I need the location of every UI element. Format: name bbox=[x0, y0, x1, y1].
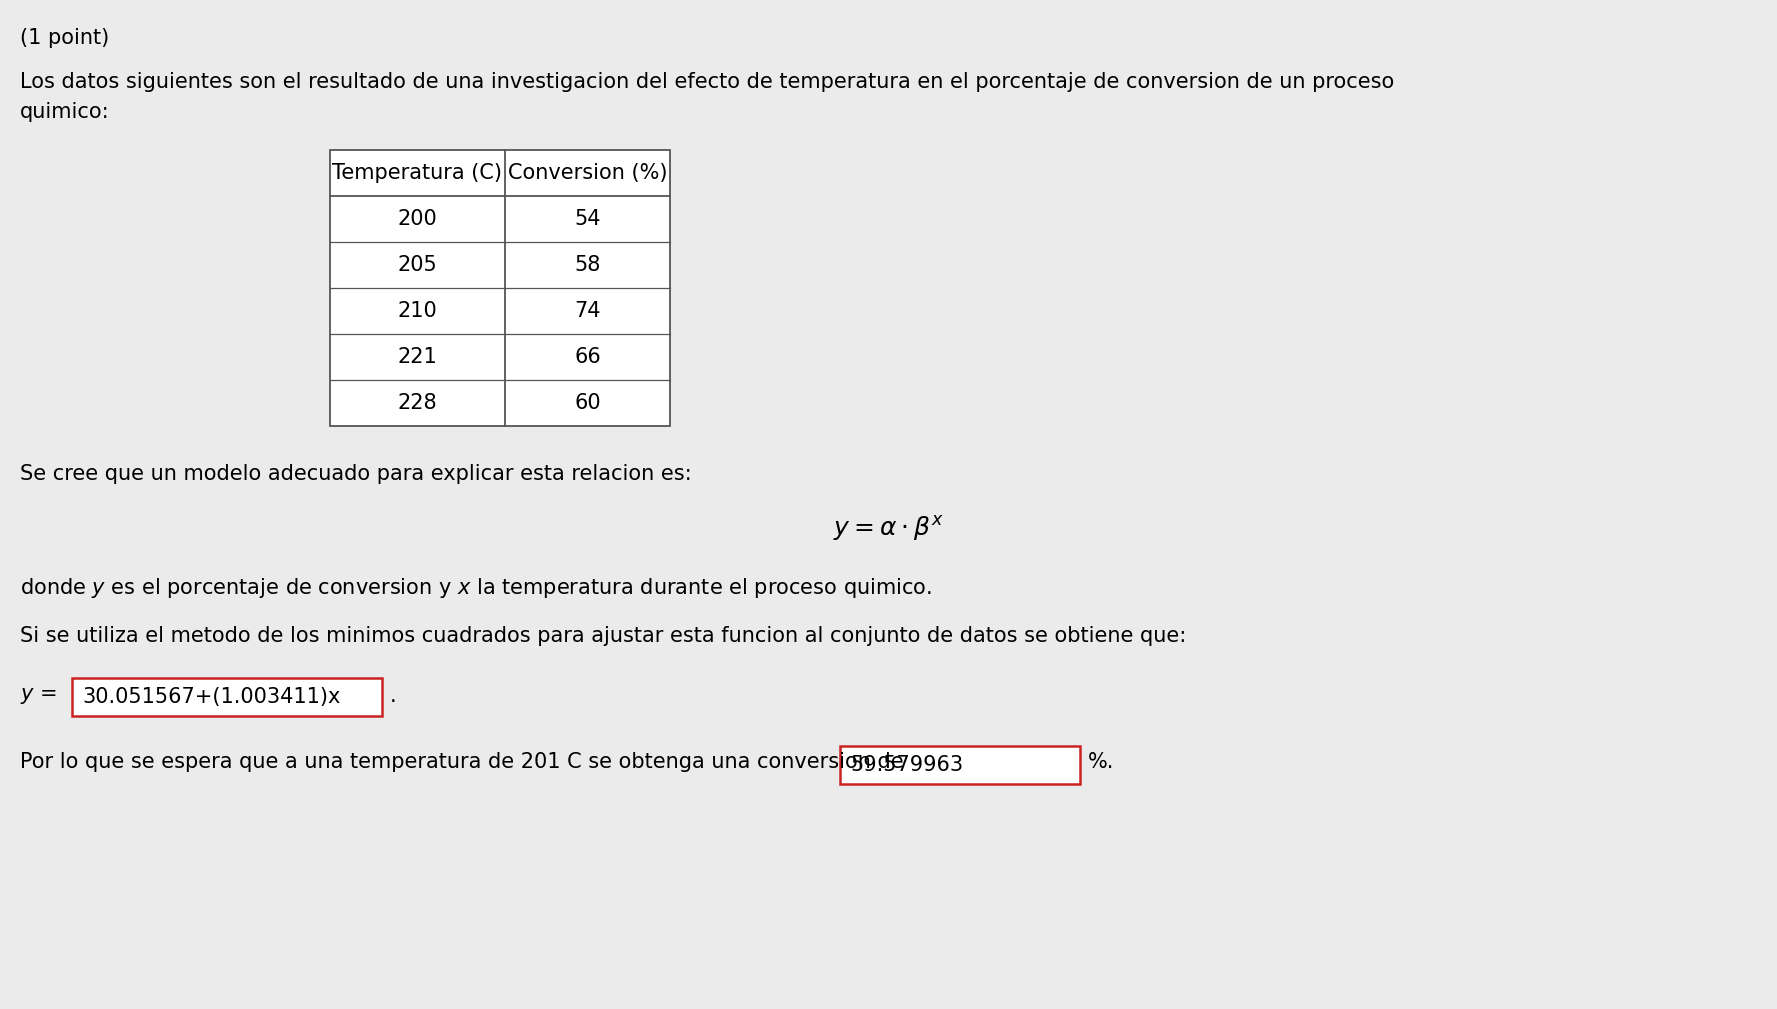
Text: 59.579963: 59.579963 bbox=[849, 755, 963, 775]
Text: 228: 228 bbox=[398, 393, 437, 413]
Text: 221: 221 bbox=[398, 347, 437, 367]
Text: 66: 66 bbox=[574, 347, 601, 367]
Bar bbox=[73, 678, 382, 716]
Text: 60: 60 bbox=[574, 393, 601, 413]
Bar bbox=[331, 150, 670, 426]
Bar bbox=[841, 746, 1080, 784]
Text: Temperatura (C): Temperatura (C) bbox=[332, 163, 503, 183]
Text: Se cree que un modelo adecuado para explicar esta relacion es:: Se cree que un modelo adecuado para expl… bbox=[20, 464, 691, 484]
Text: $y = \alpha \cdot \beta^x$: $y = \alpha \cdot \beta^x$ bbox=[833, 514, 944, 543]
Text: donde $y$ es el porcentaje de conversion y $x$ la temperatura durante el proceso: donde $y$ es el porcentaje de conversion… bbox=[20, 576, 933, 600]
Text: Los datos siguientes son el resultado de una investigacion del efecto de tempera: Los datos siguientes son el resultado de… bbox=[20, 72, 1395, 92]
Text: 200: 200 bbox=[398, 209, 437, 229]
Text: Si se utiliza el metodo de los minimos cuadrados para ajustar esta funcion al co: Si se utiliza el metodo de los minimos c… bbox=[20, 626, 1187, 646]
Text: 30.051567+(1.003411)x: 30.051567+(1.003411)x bbox=[82, 687, 341, 707]
Text: 74: 74 bbox=[574, 301, 601, 321]
Text: .: . bbox=[389, 686, 396, 706]
Text: %.: %. bbox=[1088, 752, 1114, 772]
Text: $y$ =: $y$ = bbox=[20, 686, 57, 706]
Text: 205: 205 bbox=[398, 255, 437, 275]
Text: Por lo que se espera que a una temperatura de 201 C se obtenga una conversion de: Por lo que se espera que a una temperatu… bbox=[20, 752, 904, 772]
Text: 54: 54 bbox=[574, 209, 601, 229]
Text: quimico:: quimico: bbox=[20, 102, 110, 122]
Text: 58: 58 bbox=[574, 255, 601, 275]
Text: 210: 210 bbox=[398, 301, 437, 321]
Text: (1 point): (1 point) bbox=[20, 28, 108, 48]
Text: Conversion (%): Conversion (%) bbox=[508, 163, 666, 183]
